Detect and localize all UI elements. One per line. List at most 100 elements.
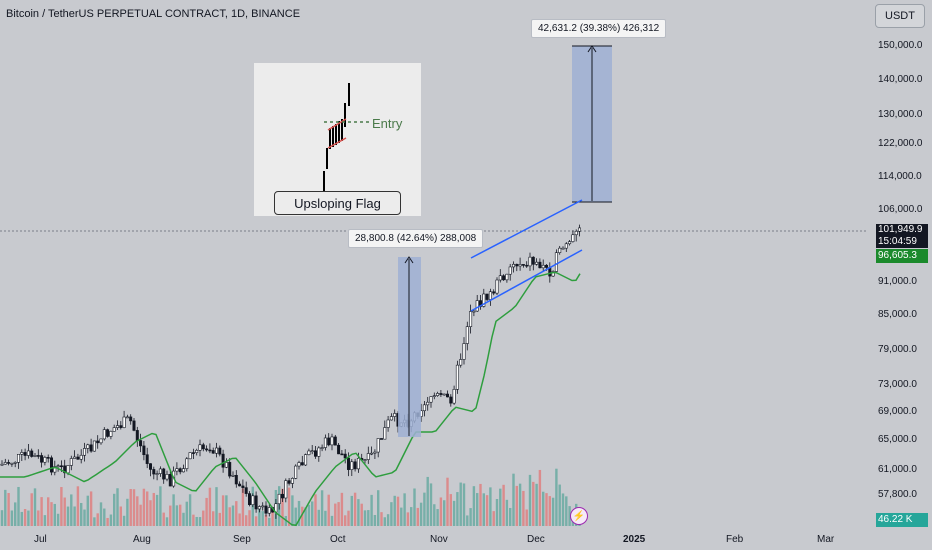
- volume-bar: [317, 509, 320, 526]
- volume-bar: [212, 511, 215, 526]
- candle-body: [340, 453, 344, 456]
- volume-bar: [495, 499, 499, 526]
- price-chart[interactable]: [0, 0, 866, 528]
- volume-bar: [231, 505, 235, 526]
- candle-body: [13, 462, 17, 464]
- volume-bar: [113, 493, 116, 526]
- candle-body: [158, 468, 162, 474]
- volume-bar: [301, 506, 304, 526]
- volume-bar: [235, 501, 238, 526]
- volume-bar: [466, 515, 469, 526]
- volume-bar: [96, 513, 99, 526]
- candle-body: [244, 487, 248, 494]
- volume-bar: [122, 515, 126, 526]
- volume-bar: [311, 501, 314, 526]
- candle-body: [145, 454, 149, 464]
- volume-bar: [146, 491, 149, 526]
- volume-bar: [106, 517, 109, 526]
- price-tick: 140,000.0: [878, 74, 923, 85]
- candle-body: [66, 465, 70, 474]
- volume-bar: [386, 514, 390, 526]
- candle-body: [495, 279, 499, 294]
- candle-body: [122, 416, 126, 428]
- candle-body: [469, 311, 473, 327]
- candle-body: [455, 364, 459, 390]
- candle-body: [574, 230, 578, 236]
- volume-bar: [525, 509, 528, 526]
- time-tick: Sep: [233, 534, 251, 545]
- currency-button[interactable]: USDT: [875, 4, 925, 28]
- volume-bar: [489, 487, 492, 526]
- price-axis[interactable]: 150,000.0 140,000.0 130,000.0 122,000.0 …: [866, 30, 932, 530]
- volume-bar: [505, 499, 509, 526]
- candle-body: [16, 454, 20, 463]
- volume-bar: [340, 492, 344, 526]
- candle-body: [330, 436, 334, 446]
- candle-body: [475, 300, 479, 312]
- volume-bar: [413, 488, 416, 526]
- candle-body: [23, 452, 27, 456]
- candle-body: [59, 465, 63, 468]
- candle-body: [353, 461, 357, 470]
- volume-bar: [192, 514, 195, 526]
- symbol-title[interactable]: Bitcoin / TetherUS PERPETUAL CONTRACT, 1…: [6, 8, 301, 20]
- price-tick: 73,000.0: [878, 379, 917, 390]
- volume-bar: [245, 515, 248, 526]
- volume-bar: [462, 483, 466, 526]
- candle-body: [182, 468, 186, 473]
- volume-bar: [50, 502, 53, 526]
- volume-bar: [492, 511, 495, 526]
- candle-body: [297, 462, 301, 467]
- candle-body: [492, 291, 496, 294]
- candle-body: [554, 252, 558, 272]
- price-tick: 61,000.0: [878, 464, 917, 475]
- candle-body: [205, 448, 209, 451]
- candle-body: [551, 271, 555, 277]
- candle-body: [370, 452, 374, 455]
- candle-body: [445, 393, 449, 398]
- volume-bar: [198, 517, 202, 526]
- volume-bar: [281, 488, 284, 526]
- volume-bar: [165, 517, 169, 526]
- volume-bar: [80, 502, 83, 526]
- volume-bar: [254, 516, 258, 526]
- volume-bar: [383, 517, 386, 526]
- candle-body: [261, 505, 265, 508]
- candle-body: [568, 241, 572, 245]
- moving-average-line: [0, 271, 581, 527]
- candle-body: [188, 452, 192, 460]
- volume-bar: [446, 477, 449, 526]
- volume-bar: [314, 494, 317, 526]
- volume-bar: [175, 505, 179, 526]
- volume-bar: [89, 491, 93, 526]
- candle-body: [383, 427, 387, 440]
- volume-bar: [357, 499, 360, 526]
- volume-bar: [449, 494, 452, 526]
- candle-body: [320, 447, 324, 449]
- candle-body: [92, 440, 96, 452]
- volume-bar: [307, 504, 311, 526]
- price-tick: 150,000.0: [878, 40, 923, 51]
- volume-bar: [377, 490, 380, 526]
- volume-bar: [393, 495, 396, 526]
- candle-body: [505, 273, 509, 281]
- candle-body: [518, 264, 522, 267]
- lightning-icon[interactable]: ⚡: [570, 507, 588, 525]
- volume-bar: [182, 512, 185, 526]
- volume-bar: [142, 488, 146, 526]
- volume-bar: [429, 483, 433, 526]
- candle-body: [26, 450, 30, 456]
- volume-bar: [126, 498, 129, 526]
- volume-bar: [502, 484, 505, 526]
- candle-body: [521, 264, 525, 266]
- time-axis[interactable]: Jul Aug Sep Oct Nov Dec 2025 Feb Mar: [0, 528, 866, 550]
- volume-bar: [271, 508, 274, 526]
- candle-body: [439, 393, 443, 395]
- volume-bar: [66, 506, 70, 526]
- volume-bar: [185, 501, 188, 526]
- candle-body: [89, 444, 93, 452]
- volume-bar: [545, 493, 548, 526]
- candle-body: [564, 243, 568, 249]
- volume-bar: [337, 502, 340, 526]
- candle-body: [287, 480, 291, 484]
